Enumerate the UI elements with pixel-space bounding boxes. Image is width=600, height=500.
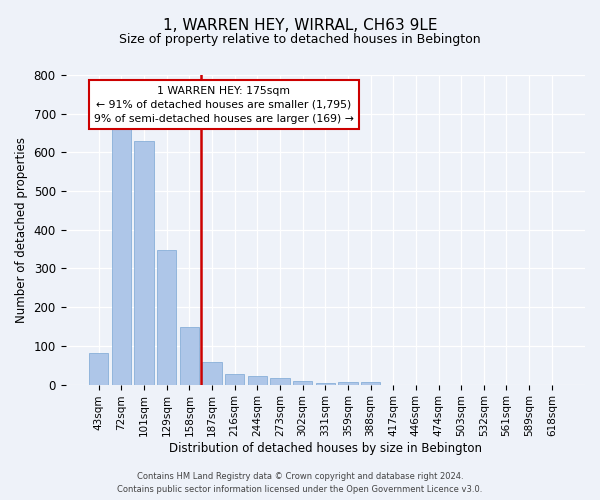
Bar [361,382,380,384]
Y-axis label: Number of detached properties: Number of detached properties [15,137,28,323]
Bar [202,362,221,384]
Bar [248,376,267,384]
Bar [180,328,199,384]
Text: Size of property relative to detached houses in Bebington: Size of property relative to detached ho… [119,32,481,46]
Text: Contains HM Land Registry data © Crown copyright and database right 2024.
Contai: Contains HM Land Registry data © Crown c… [118,472,482,494]
X-axis label: Distribution of detached houses by size in Bebington: Distribution of detached houses by size … [169,442,482,455]
Bar [225,374,244,384]
Bar [316,382,335,384]
Text: 1 WARREN HEY: 175sqm
← 91% of detached houses are smaller (1,795)
9% of semi-det: 1 WARREN HEY: 175sqm ← 91% of detached h… [94,86,354,124]
Bar [112,127,131,384]
Bar [293,380,312,384]
Text: 1, WARREN HEY, WIRRAL, CH63 9LE: 1, WARREN HEY, WIRRAL, CH63 9LE [163,18,437,32]
Bar [157,250,176,384]
Bar [271,378,290,384]
Bar [338,382,358,384]
Bar [89,353,109,384]
Bar [134,141,154,384]
